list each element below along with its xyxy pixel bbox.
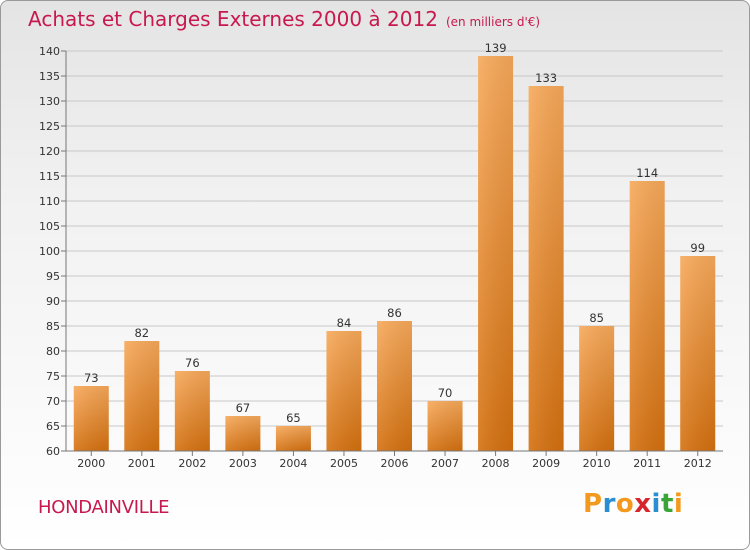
commune-name: HONDAINVILLE [38,497,170,518]
bars-group [73,56,716,451]
data-label: 65 [286,411,301,425]
labels-group: 60 65 70 75 80 85 90 95 100 105 110 115 120 125 130 135… [39,41,712,470]
data-label: 73 [84,371,99,385]
y-tick-label: 130 [39,95,60,108]
logo-letter: r [602,489,616,519]
y-tick-label: 90 [46,295,60,308]
y-tick-label: 70 [46,395,60,408]
x-tick-label: 2011 [633,457,661,470]
bar-sheen [478,56,514,451]
x-tick-label: 2002 [178,457,206,470]
y-tick-label: 105 [39,220,60,233]
x-tick-label: 2007 [431,457,459,470]
y-tick-label: 100 [39,245,60,258]
data-label: 82 [134,326,149,340]
y-tick-label: 60 [46,445,60,458]
x-tick-label: 2009 [532,457,560,470]
data-label: 84 [337,316,352,330]
chart-title: Achats et Charges Externes 2000 à 2012 (e… [28,7,540,31]
x-tick-label: 2003 [229,457,257,470]
data-label: 133 [535,71,557,85]
x-tick-label: 2008 [482,457,510,470]
y-tick-label: 135 [39,70,60,83]
bar-sheen [326,331,362,451]
x-tick-label: 2005 [330,457,358,470]
bar-sheen [73,386,109,451]
x-tick-label: 2001 [128,457,156,470]
data-label: 99 [690,241,705,255]
logo-letter: o [615,489,635,519]
y-tick-label: 95 [46,270,60,283]
data-label: 70 [438,386,453,400]
y-tick-label: 65 [46,420,60,433]
y-tick-label: 120 [39,145,60,158]
bar-sheen [579,326,615,451]
bar-sheen [174,371,210,451]
logo-letter: i [651,489,661,519]
data-label: 139 [485,41,507,55]
bar-sheen [680,256,716,451]
y-tick-label: 85 [46,320,60,333]
chart-title-text: Achats et Charges Externes 2000 à 2012 [28,7,438,31]
y-tick-label: 140 [39,45,60,58]
bar-sheen [629,181,665,451]
bar-sheen [427,401,463,451]
data-label: 86 [387,306,402,320]
x-tick-label: 2004 [279,457,307,470]
y-tick-label: 110 [39,195,60,208]
data-label: 67 [236,401,251,415]
x-tick-label: 2000 [77,457,105,470]
proxiti-logo: Proxiti [583,489,683,519]
data-label: 114 [636,166,658,180]
logo-letter: P [583,489,603,519]
y-tick-label: 115 [39,170,60,183]
bar-sheen [528,86,564,451]
logo-letter: t [660,489,674,519]
y-tick-label: 80 [46,345,60,358]
x-tick-label: 2006 [381,457,409,470]
bar-sheen [225,416,261,451]
axes [61,50,723,456]
bar-sheen [377,321,412,451]
data-label: 76 [185,356,200,370]
logo-letter: x [634,489,652,519]
bar-sheen [124,341,160,451]
bar-sheen [275,426,311,451]
x-tick-label: 2010 [583,457,611,470]
chart-unit: (en milliers d'€) [445,15,541,29]
x-tick-label: 2012 [684,457,712,470]
logo-letter: i [673,489,684,519]
y-tick-label: 125 [39,120,60,133]
y-tick-label: 75 [46,370,60,383]
data-label: 85 [589,311,604,325]
